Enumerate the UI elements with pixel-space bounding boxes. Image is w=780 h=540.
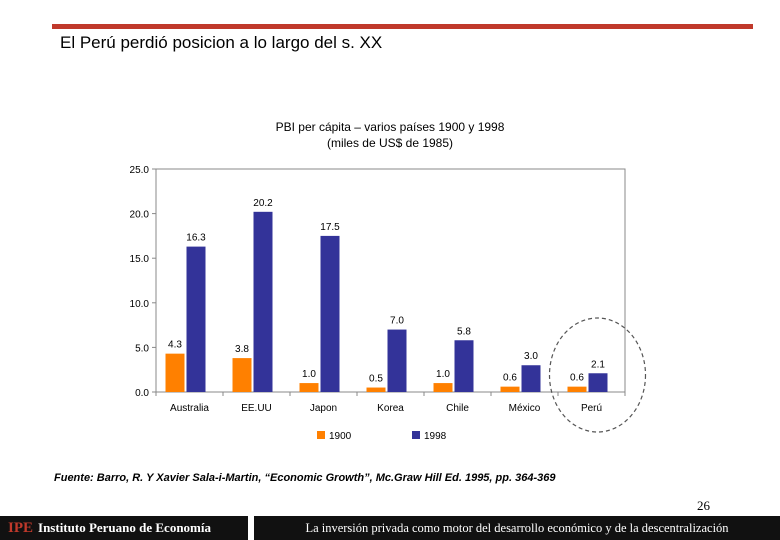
y-tick-label: 15.0 xyxy=(130,254,150,265)
x-tick-label: Chile xyxy=(446,403,469,414)
slide-title: El Perú perdió posicion a lo largo del s… xyxy=(60,33,383,52)
bar-1998-japon xyxy=(320,235,340,392)
footer-brand: IPE Instituto Peruano de Economía xyxy=(0,516,248,540)
bar-1900-ee-uu xyxy=(232,358,252,392)
brand-name: Instituto Peruano de Economía xyxy=(38,520,211,535)
bar-1998-chile xyxy=(454,340,474,392)
x-tick-label: México xyxy=(509,403,541,414)
title-rule xyxy=(52,24,753,29)
y-tick-label: 5.0 xyxy=(135,343,149,354)
x-tick-label: Japon xyxy=(310,403,337,414)
data-label: 0.6 xyxy=(570,373,584,384)
page-number: 26 xyxy=(697,498,710,513)
data-label: 3.0 xyxy=(524,351,538,362)
legend-label: 1900 xyxy=(329,431,352,442)
bar-1998-australia xyxy=(186,246,206,392)
x-tick-label: Australia xyxy=(170,403,209,414)
chart-title-block: PBI per cápita – varios países 1900 y 19… xyxy=(150,119,630,151)
x-tick-label: Korea xyxy=(377,403,404,414)
bar-1900-per- xyxy=(567,386,587,392)
bar-1998-m-xico xyxy=(521,365,541,392)
footer-bar: IPE Instituto Peruano de Economía La inv… xyxy=(0,516,780,540)
data-label: 3.8 xyxy=(235,344,249,355)
chart-title: PBI per cápita – varios países 1900 y 19… xyxy=(275,120,505,134)
data-label: 0.5 xyxy=(369,374,383,385)
bar-1900-m-xico xyxy=(500,386,520,392)
bar-1900-japon xyxy=(299,383,319,392)
x-tick-label: EE.UU xyxy=(241,403,272,414)
data-label: 1.0 xyxy=(436,369,450,380)
y-tick-label: 0.0 xyxy=(135,388,149,399)
legend-label: 1998 xyxy=(424,431,447,442)
chart-subtitle: (miles de US$ de 1985) xyxy=(326,136,454,150)
brand-logo-mark: IPE xyxy=(8,519,34,536)
data-label: 20.2 xyxy=(253,198,273,209)
data-label: 7.0 xyxy=(390,316,404,327)
data-label: 1.0 xyxy=(302,369,316,380)
data-label: 0.6 xyxy=(503,373,517,384)
y-tick-label: 10.0 xyxy=(130,299,150,310)
x-tick-label: Perú xyxy=(581,403,602,414)
footer-tagline: La inversión privada como motor del desa… xyxy=(254,516,780,540)
y-tick-label: 25.0 xyxy=(130,165,150,176)
bar-1998-per- xyxy=(588,373,608,392)
data-label: 4.3 xyxy=(168,340,182,351)
data-label: 2.1 xyxy=(591,359,605,370)
legend-swatch-1998 xyxy=(412,431,420,439)
bar-1998-ee-uu xyxy=(253,211,273,392)
data-label: 5.8 xyxy=(457,326,471,337)
data-label: 17.5 xyxy=(320,222,340,233)
source-note: Fuente: Barro, R. Y Xavier Sala-i-Martin… xyxy=(54,472,556,484)
bar-1998-korea xyxy=(387,329,407,392)
data-label: 16.3 xyxy=(186,233,206,244)
bar-1900-chile xyxy=(433,383,453,392)
y-tick-label: 20.0 xyxy=(130,210,150,221)
highlight-circle xyxy=(548,317,647,433)
bar-1900-korea xyxy=(366,387,386,392)
bar-1900-australia xyxy=(165,353,185,392)
legend-swatch-1900 xyxy=(317,431,325,439)
